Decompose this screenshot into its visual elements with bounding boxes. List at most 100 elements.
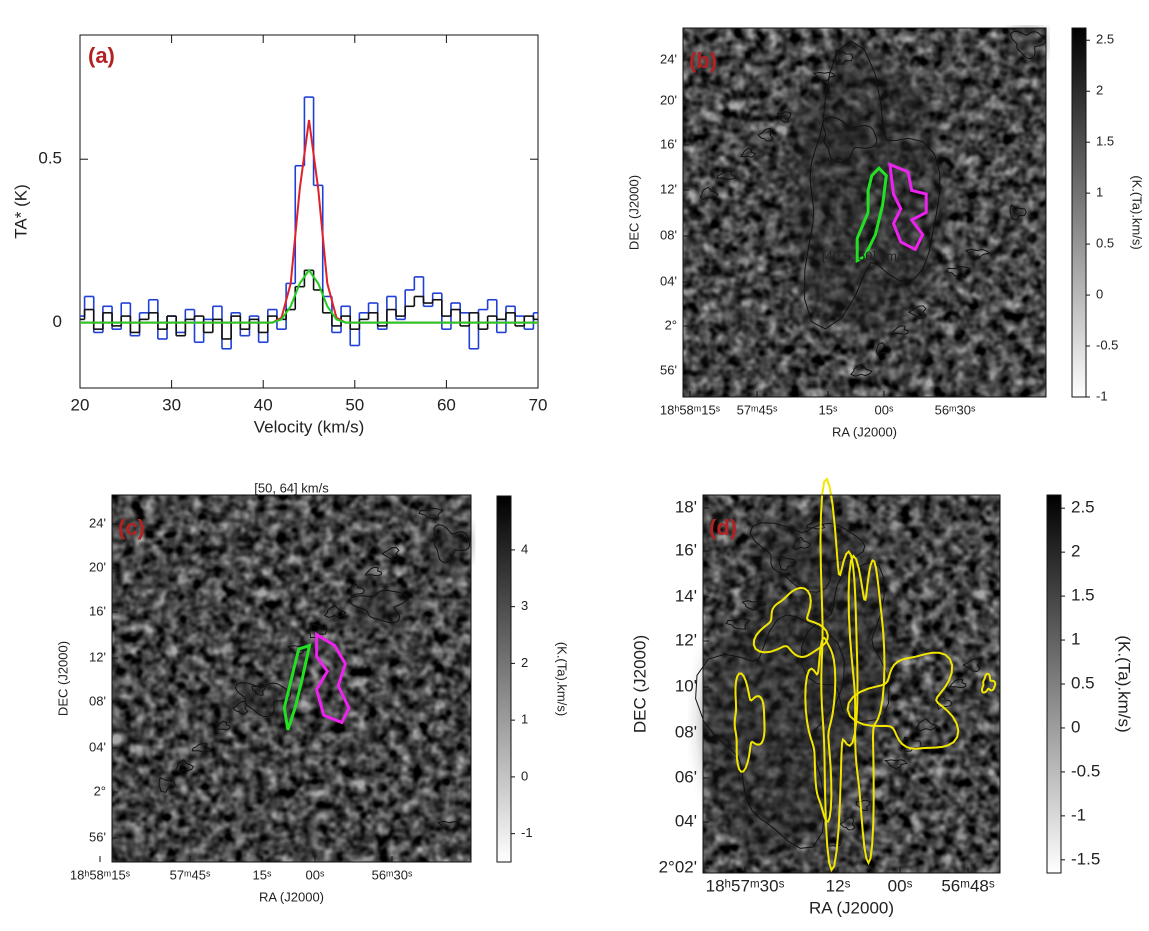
y-tick-label: 2°02' (659, 857, 697, 876)
x-axis-label: RA (J2000) (259, 889, 324, 904)
colorbar (1071, 27, 1087, 398)
y-tick-label: 56' (660, 362, 677, 377)
y-tick-label: 16' (89, 603, 106, 618)
y-tick-label: 12' (89, 649, 106, 664)
y-tick-label: 16' (660, 136, 677, 151)
x-axis-label: Velocity (km/s) (254, 417, 365, 436)
x-tick-label: 18ʰ58ᵐ15ˢ (70, 867, 131, 882)
contour (191, 743, 212, 753)
contour (1009, 30, 1047, 60)
colorbar (1046, 494, 1062, 874)
colorbar-label: (K.(Ta).km/s) (1115, 635, 1134, 732)
colorbar-tick-label: -1 (1096, 388, 1108, 403)
contour (234, 682, 292, 718)
contour (349, 583, 365, 598)
contour (437, 820, 463, 832)
contour (232, 700, 249, 715)
colorbar-tick-label: -1.5 (1071, 849, 1100, 868)
y-tick-label: 06' (675, 767, 697, 786)
contour (699, 186, 719, 201)
contour-yellow (819, 477, 859, 873)
contour (884, 759, 908, 770)
colorbar-tick-label: 1.5 (1071, 586, 1095, 605)
contour-yellow (846, 651, 960, 750)
y-tick-label: 14' (675, 586, 697, 605)
contour (740, 147, 756, 158)
y-tick-label: 10' (675, 676, 697, 695)
colorbar-tick-label: 2 (1071, 542, 1080, 561)
contour (286, 644, 311, 655)
contour (834, 49, 854, 65)
contour (175, 759, 195, 773)
panel-label: (b) (689, 48, 717, 73)
contour (778, 555, 796, 571)
colorbar-tick-label: 2.5 (1096, 32, 1114, 47)
contour (812, 71, 837, 82)
map-emission (813, 116, 880, 161)
contour (945, 266, 971, 278)
map-title: [40.5, 50] km/s (822, 248, 908, 263)
map-emission (427, 524, 471, 562)
x-tick-label: 56ᵐ30ˢ (372, 867, 413, 882)
colorbar-label: (K.(Ta).km/s) (555, 642, 570, 716)
x-tick-label: 57ᵐ45ˢ (170, 867, 211, 882)
contour (716, 170, 736, 180)
contour (855, 799, 871, 812)
x-tick-label: 40 (254, 395, 273, 414)
contour (1009, 204, 1027, 221)
colorbar-tick-label: -0.5 (1096, 337, 1118, 352)
panel-label: (c) (118, 515, 145, 540)
contour (792, 536, 812, 551)
x-tick-label: 18ʰ58ᵐ15ˢ (660, 402, 721, 417)
outline-magenta (314, 631, 351, 725)
panel-label: (a) (88, 43, 115, 68)
y-tick-label: 20' (89, 559, 106, 574)
colorbar-tick-label: 0 (1096, 287, 1103, 302)
x-tick-label: 50 (345, 395, 364, 414)
y-axis-label: TA* (K) (11, 184, 30, 238)
x-axis-label: RA (J2000) (809, 898, 894, 917)
y-tick-label: 08' (89, 693, 106, 708)
fit-line (80, 268, 538, 324)
colorbar-tick-label: 1 (1071, 630, 1080, 649)
y-tick-label: 08' (660, 227, 677, 242)
colorbar-tick-label: 0.5 (1071, 673, 1095, 692)
y-tick-label: 12' (660, 181, 677, 196)
colorbar-tick-label: 2.5 (1071, 498, 1095, 517)
panel-label: (d) (709, 515, 737, 540)
y-tick-label: 18' (675, 497, 697, 516)
contour (215, 720, 231, 731)
x-tick-label: 15ˢ (253, 867, 272, 882)
contour (875, 341, 892, 356)
contour-yellow (847, 554, 886, 866)
contour (907, 305, 927, 319)
colorbar-tick-label: 1.5 (1096, 134, 1114, 149)
colorbar-tick-label: 0 (1071, 717, 1080, 736)
y-tick-label: 2° (665, 317, 677, 332)
x-tick-label: 00ˢ (306, 867, 325, 882)
colorbar-tick-label: 1 (521, 712, 528, 727)
x-tick-label: 12ˢ (826, 876, 851, 895)
y-tick-label: 0.5 (38, 149, 62, 168)
contour (418, 507, 444, 520)
map-emission (1009, 27, 1046, 58)
x-tick-label: 30 (162, 395, 181, 414)
y-axis-label: DEC (J2000) (630, 635, 649, 733)
x-tick-label: 60 (437, 395, 456, 414)
plot-frame (79, 34, 539, 389)
contour (695, 614, 845, 849)
map-image (695, 477, 1000, 873)
x-tick-label: 00ˢ (875, 402, 894, 417)
contour (380, 546, 400, 561)
colorbar-tick-label: 0.5 (1096, 236, 1114, 251)
x-tick-label: 00ˢ (888, 876, 913, 895)
x-axis-label: RA (J2000) (832, 424, 897, 439)
contour (251, 684, 267, 696)
contour (948, 678, 967, 689)
contour-yellow (804, 636, 837, 823)
contour (804, 40, 941, 330)
contour (914, 718, 938, 732)
x-tick-label: 57ᵐ45ˢ (737, 402, 778, 417)
colorbar-tick-label: -1 (521, 825, 533, 840)
